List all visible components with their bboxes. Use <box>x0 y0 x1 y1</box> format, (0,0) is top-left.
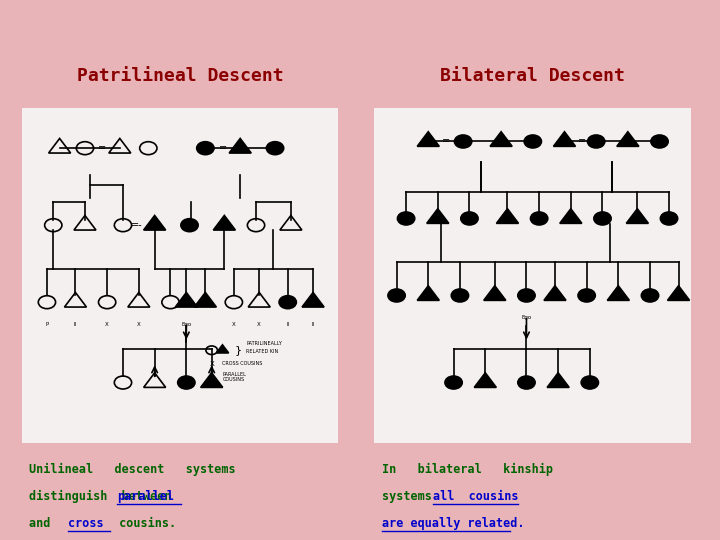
Text: II: II <box>74 322 77 327</box>
Text: cousins.: cousins. <box>112 517 176 530</box>
Circle shape <box>642 289 659 302</box>
Polygon shape <box>229 138 251 153</box>
Circle shape <box>660 212 678 225</box>
Polygon shape <box>474 373 496 387</box>
Polygon shape <box>427 209 449 224</box>
Circle shape <box>266 141 284 154</box>
Polygon shape <box>194 293 216 307</box>
Circle shape <box>518 376 535 389</box>
Text: X: X <box>105 322 109 327</box>
Circle shape <box>451 289 469 302</box>
Text: II: II <box>312 322 315 327</box>
Circle shape <box>594 212 611 225</box>
Text: CROSS COUSINS: CROSS COUSINS <box>222 361 263 366</box>
Text: =: = <box>99 143 107 153</box>
Circle shape <box>581 376 598 389</box>
Polygon shape <box>617 132 639 146</box>
Polygon shape <box>484 286 505 300</box>
Text: Ego: Ego <box>521 315 531 320</box>
Text: systems: systems <box>382 490 446 503</box>
Polygon shape <box>554 132 575 146</box>
Text: COUSINS: COUSINS <box>222 377 245 382</box>
Polygon shape <box>608 286 629 300</box>
Circle shape <box>461 212 478 225</box>
Text: X: X <box>137 322 140 327</box>
Text: parallel: parallel <box>117 490 174 503</box>
Circle shape <box>531 212 548 225</box>
Text: and: and <box>29 517 58 530</box>
Text: P: P <box>45 322 48 327</box>
Text: PARALLEL: PARALLEL <box>222 372 246 377</box>
Polygon shape <box>418 132 439 146</box>
Text: all  cousins: all cousins <box>433 490 519 503</box>
Polygon shape <box>213 215 235 230</box>
Polygon shape <box>302 293 324 307</box>
Circle shape <box>178 376 195 389</box>
Text: X: X <box>232 322 235 327</box>
Polygon shape <box>544 286 566 300</box>
Text: Unilineal   descent   systems: Unilineal descent systems <box>29 463 235 476</box>
Circle shape <box>524 135 541 148</box>
Text: =: = <box>219 143 227 153</box>
FancyBboxPatch shape <box>374 108 691 443</box>
Text: Patrilineal Descent: Patrilineal Descent <box>77 66 283 85</box>
Polygon shape <box>667 286 690 300</box>
Text: Bilateral Descent: Bilateral Descent <box>441 66 625 85</box>
Polygon shape <box>201 373 222 387</box>
Polygon shape <box>560 209 582 224</box>
Polygon shape <box>490 132 512 146</box>
FancyBboxPatch shape <box>22 108 338 443</box>
Circle shape <box>518 289 535 302</box>
Polygon shape <box>176 293 197 307</box>
Text: In   bilateral   kinship: In bilateral kinship <box>382 463 553 476</box>
Circle shape <box>578 289 595 302</box>
Text: =: = <box>441 137 450 146</box>
Text: are equally related.: are equally related. <box>382 517 524 530</box>
Circle shape <box>181 219 198 232</box>
Text: =-: =- <box>132 220 143 230</box>
Polygon shape <box>547 373 569 387</box>
Text: =: = <box>578 137 586 146</box>
Circle shape <box>388 289 405 302</box>
Text: X: X <box>210 361 214 367</box>
Polygon shape <box>143 215 166 230</box>
Polygon shape <box>217 345 229 353</box>
Text: II: II <box>286 322 289 327</box>
Text: }: } <box>235 345 242 355</box>
Text: RELATED KIN: RELATED KIN <box>246 349 279 354</box>
Text: cross: cross <box>68 517 104 530</box>
Text: distinguish  between: distinguish between <box>29 490 186 503</box>
Text: Ego: Ego <box>181 322 192 327</box>
Text: II: II <box>210 372 214 377</box>
Circle shape <box>197 141 214 154</box>
Text: PATRILINEALLY: PATRILINEALLY <box>246 341 282 346</box>
Polygon shape <box>626 209 649 224</box>
Text: X: X <box>257 322 261 327</box>
Circle shape <box>445 376 462 389</box>
Circle shape <box>588 135 605 148</box>
Circle shape <box>651 135 668 148</box>
Circle shape <box>279 296 297 309</box>
Polygon shape <box>418 286 439 300</box>
Circle shape <box>454 135 472 148</box>
Polygon shape <box>497 209 518 224</box>
Circle shape <box>397 212 415 225</box>
